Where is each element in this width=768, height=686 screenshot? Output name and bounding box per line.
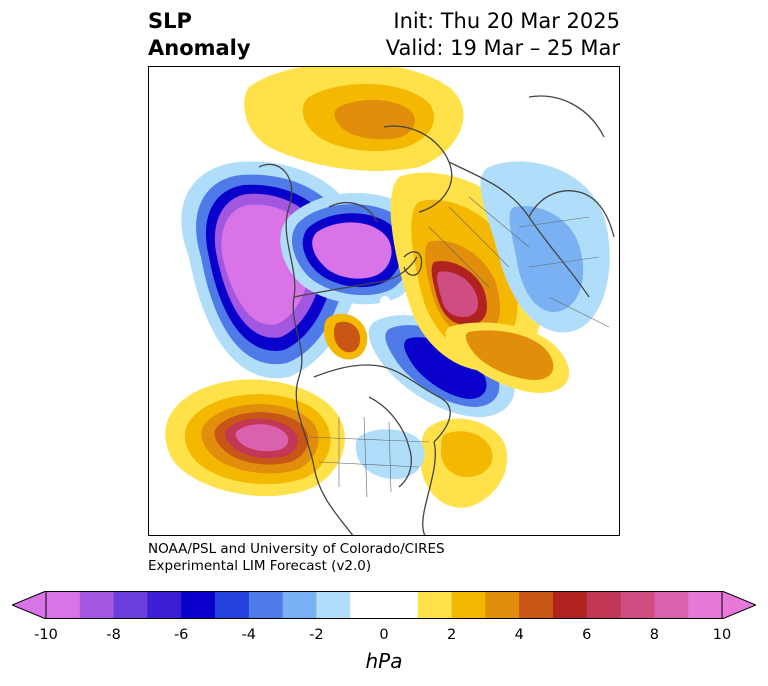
colorbar-bin <box>451 591 486 619</box>
init-date: Init: Thu 20 Mar 2025 <box>393 9 620 33</box>
credit-text: NOAA/PSL and University of Colorado/CIRE… <box>148 541 445 575</box>
colorbar-bin <box>417 591 453 619</box>
colorbar-tick-label: -2 <box>309 627 324 643</box>
slp-anomaly-map <box>148 66 620 536</box>
title-line-2: Anomaly <box>148 36 251 60</box>
title-line-1: SLP <box>148 9 192 33</box>
colorbar <box>12 591 756 619</box>
colorbar-bin <box>316 591 351 619</box>
colorbar-arrow-max <box>721 591 756 619</box>
colorbar-arrow-min <box>12 591 47 619</box>
borders <box>308 196 610 498</box>
anomaly-west-coast-high <box>165 379 345 497</box>
colorbar-bin <box>519 591 554 619</box>
credit-line-2: Experimental LIM Forecast (v2.0) <box>148 558 372 574</box>
anomaly-alaska-high <box>324 313 368 360</box>
colorbar-tick-label: 4 <box>514 627 524 643</box>
anomaly-arctic-high <box>244 67 464 171</box>
colorbar-tick-label: -4 <box>241 627 257 643</box>
colorbar-bin <box>147 591 182 619</box>
colorbar-tick-label: -8 <box>106 627 121 643</box>
date-info: Init: Thu 20 Mar 2025 Valid: 19 Mar – 25… <box>386 8 620 62</box>
colorbar-bin <box>113 591 148 619</box>
anomaly-eastasia-low <box>480 161 610 333</box>
colorbar-bin <box>553 591 588 619</box>
colorbar-bin <box>688 591 723 619</box>
colorbar-bin <box>586 591 622 619</box>
colorbar-tick-label: -10 <box>34 627 58 643</box>
coastlines <box>258 95 615 535</box>
colorbar-bin <box>79 591 115 619</box>
colorbar-tick-label: 8 <box>649 627 660 643</box>
colorbar-bin <box>46 591 81 619</box>
colorbar-tick-label: 10 <box>712 627 732 643</box>
colorbar-tick-label: 6 <box>582 627 592 643</box>
map-svg <box>149 67 619 535</box>
colorbar-tick-label: 0 <box>379 627 389 643</box>
colorbar-bin <box>384 591 419 619</box>
colorbar-bin <box>215 591 250 619</box>
colorbar-tick-label: -6 <box>173 627 189 643</box>
map-title: SLP Anomaly <box>148 8 251 62</box>
credit-line-1: NOAA/PSL and University of Colorado/CIRE… <box>148 541 445 557</box>
colorbar-bin <box>654 591 689 619</box>
valid-range: Valid: 19 Mar – 25 Mar <box>385 36 620 60</box>
colorbar-outline <box>45 591 723 619</box>
north-pole-marker <box>380 296 390 306</box>
colorbar-bin <box>248 591 284 619</box>
colorbar-bin <box>282 591 317 619</box>
colorbar-bin <box>181 591 216 619</box>
anomaly-siberia-low <box>280 193 426 305</box>
colorbar-tick-label: 2 <box>446 627 457 643</box>
colorbar-bin <box>485 591 520 619</box>
colorbar-bin <box>350 591 385 619</box>
colorbar-bin <box>620 591 655 619</box>
anomaly-mideast-high <box>445 322 570 393</box>
anomaly-atlantic-high <box>420 418 508 508</box>
colorbar-unit-label: hPa <box>365 649 403 673</box>
